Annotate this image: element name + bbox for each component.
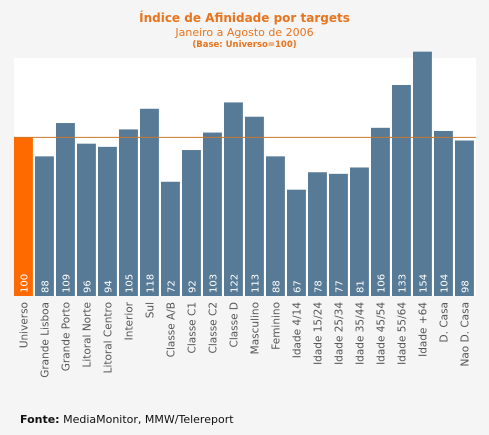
category-label-interior: Interior: [123, 301, 135, 340]
value-label-grande-porto: 109: [61, 274, 72, 293]
value-label-idade-45-54: 106: [376, 274, 387, 293]
category-label-grande-porto: Grande Porto: [60, 302, 72, 371]
category-label-sul: Sul: [144, 302, 156, 318]
bar-nao-d-casa: [455, 140, 474, 296]
value-label-universo: 100: [19, 274, 30, 293]
bar-litoral-centro: [98, 146, 117, 296]
bar-idade-55-64: [392, 84, 411, 296]
bar-grande-porto: [56, 123, 75, 296]
category-label-classe-d: Classe D: [228, 302, 240, 348]
category-label-idade-35-44: Idade 35/44: [354, 302, 366, 365]
value-label-idade-64: 154: [418, 274, 429, 293]
category-label-universo: Universo: [18, 302, 30, 348]
category-label-masculino: Masculino: [249, 302, 261, 354]
value-label-litoral-centro: 94: [103, 280, 114, 293]
bar-feminino: [266, 156, 285, 296]
bar-classe-c2: [203, 132, 222, 296]
value-label-nao-d-casa: 98: [460, 280, 471, 293]
value-label-idade-55-64: 133: [397, 274, 408, 293]
value-label-litoral-norte: 96: [82, 280, 93, 293]
bar-universo: [14, 137, 33, 296]
value-label-sul: 118: [145, 274, 156, 293]
source-line: Fonte: MediaMonitor, MMW/Telereport: [20, 413, 234, 426]
value-label-idade-35-44: 81: [355, 280, 366, 293]
bar-idade-64: [413, 51, 432, 297]
category-label-d-casa: D. Casa: [438, 302, 450, 342]
category-label-idade-55-64: Idade 55/64: [396, 302, 408, 365]
bar-litoral-norte: [77, 143, 96, 296]
category-label-grande-lisboa: Grande Lisboa: [39, 302, 51, 378]
value-label-idade-25-34: 77: [334, 280, 345, 293]
value-label-masculino: 113: [250, 274, 261, 293]
bar-idade-25-34: [329, 173, 348, 296]
value-label-classe-d: 122: [229, 274, 240, 293]
category-label-idade-15-24: Idade 15/24: [312, 302, 324, 365]
bar-idade-15-24: [308, 172, 327, 296]
category-label-classe-c1: Classe C1: [186, 302, 198, 353]
category-label-idade-45-54: Idade 45/54: [375, 302, 387, 365]
chart-title: Índice de Afinidade por targets: [139, 11, 350, 25]
bar-classe-d: [224, 102, 243, 297]
category-label-idade-64: Idade +64: [417, 302, 429, 357]
bar-interior: [119, 129, 138, 296]
bar-sul: [140, 108, 159, 297]
value-label-classe-a-b: 72: [166, 280, 177, 293]
category-label-litoral-centro: Litoral Centro: [102, 302, 114, 373]
chart-subtitle: Janeiro a Agosto de 2006: [175, 26, 314, 39]
bar-d-casa: [434, 130, 453, 296]
bar-grande-lisboa: [35, 156, 54, 296]
value-label-classe-c1: 92: [187, 280, 198, 293]
value-label-idade-15-24: 78: [313, 280, 324, 293]
bar-idade-4-14: [287, 189, 306, 296]
value-label-feminino: 88: [271, 280, 282, 293]
bar-classe-c1: [182, 150, 201, 296]
value-label-idade-4-14: 67: [292, 280, 303, 293]
source-text: MediaMonitor, MMW/Telereport: [63, 413, 234, 426]
value-label-classe-c2: 103: [208, 274, 219, 293]
category-label-litoral-norte: Litoral Norte: [81, 302, 93, 368]
category-label-nao-d-casa: Nao D. Casa: [459, 302, 471, 366]
category-label-feminino: Feminino: [270, 302, 282, 350]
bar-classe-a-b: [161, 181, 180, 296]
value-label-interior: 105: [124, 274, 135, 293]
category-label-idade-25-34: Idade 25/34: [333, 302, 345, 365]
bar-chart: 100 Universo 88 Grande Lisboa 109 Grande Port…: [14, 51, 476, 378]
value-label-grande-lisboa: 88: [40, 280, 51, 293]
category-label-classe-c2: Classe C2: [207, 302, 219, 353]
category-label-idade-4-14: Idade 4/14: [291, 302, 303, 359]
bar-idade-45-54: [371, 127, 390, 296]
value-label-d-casa: 104: [439, 274, 450, 293]
category-label-classe-a-b: Classe A/B: [165, 302, 177, 357]
source-label: Fonte:: [20, 413, 60, 426]
chart-note: (Base: Universo=100): [192, 40, 297, 50]
bar-idade-35-44: [350, 167, 369, 296]
bar-masculino: [245, 116, 264, 297]
